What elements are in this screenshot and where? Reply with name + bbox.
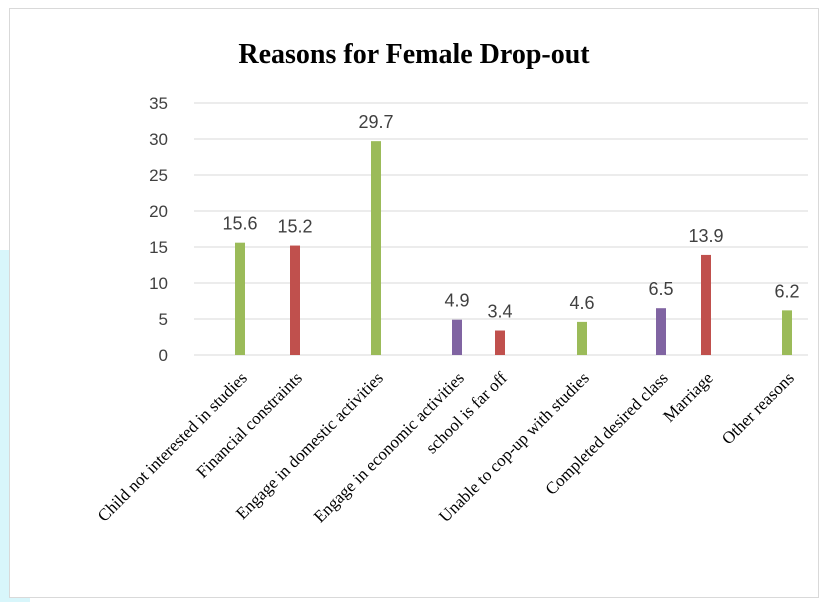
bar [235, 242, 245, 355]
data-label: 29.7 [358, 112, 393, 132]
data-label: 4.9 [444, 291, 469, 311]
bar [371, 141, 381, 355]
data-label: 6.2 [774, 281, 799, 301]
bar [782, 310, 792, 355]
data-label: 6.5 [648, 279, 673, 299]
data-label: 3.4 [487, 302, 512, 322]
y-tick-label: 15 [149, 238, 168, 257]
y-tick-label: 5 [159, 310, 168, 329]
bar [577, 321, 587, 355]
y-tick-label: 10 [149, 274, 168, 293]
data-label: 15.2 [277, 217, 312, 237]
chart-frame [9, 8, 819, 598]
y-tick-label: 30 [149, 130, 168, 149]
category-label: Unable to cop-up with studies [435, 368, 593, 526]
data-label: 15.6 [222, 214, 257, 234]
chart-title: Reasons for Female Drop-out [238, 39, 590, 70]
bar [452, 319, 462, 355]
data-label: 13.9 [688, 226, 723, 246]
bar [701, 254, 711, 355]
data-label: 4.6 [569, 293, 594, 313]
y-tick-label: 35 [149, 94, 168, 113]
category-label: Other reasons [718, 368, 798, 448]
y-tick-label: 20 [149, 202, 168, 221]
y-tick-label: 25 [149, 166, 168, 185]
category-label: Engage in domestic activities [232, 368, 387, 523]
category-label: Marriage [659, 368, 716, 425]
bar [290, 245, 300, 355]
y-tick-label: 0 [159, 346, 168, 365]
bar [495, 330, 505, 355]
bar [656, 308, 666, 355]
